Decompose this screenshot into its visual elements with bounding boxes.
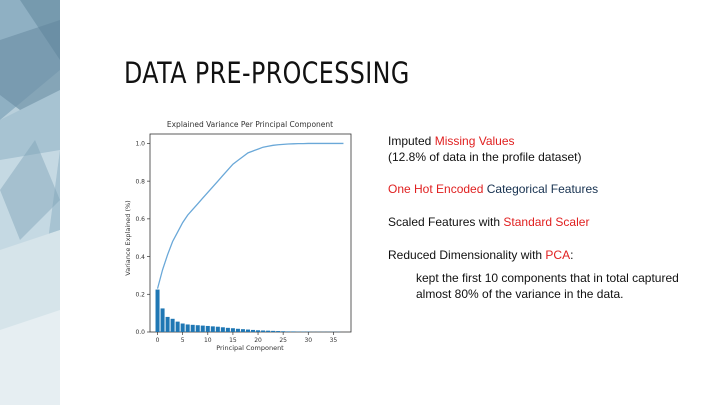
variance-bar [190, 324, 195, 332]
categorical-features-text: Categorical Features [483, 182, 599, 196]
y-tick-label: 1.0 [135, 141, 145, 148]
variance-bar [235, 328, 240, 332]
variance-bar [276, 331, 281, 332]
bullet-text: Scaled Features with [388, 215, 504, 229]
pca-detail-line-2: almost 80% of the variance in the data. [416, 287, 624, 301]
chart-xlabel: Principal Component [216, 344, 284, 352]
variance-bar [245, 329, 250, 332]
variance-bar [155, 289, 160, 332]
slide-title: DATA PRE-PROCESSING [124, 56, 410, 90]
y-tick-label: 0.2 [135, 291, 145, 298]
bullet-imputed-detail: (12.8% of data in the profile dataset) [388, 150, 582, 164]
cumulative-variance-line [156, 142, 344, 289]
variance-bar [251, 329, 256, 332]
variance-bar [271, 330, 276, 332]
bullet-one-hot: One Hot Encoded Categorical Features [388, 181, 708, 197]
y-tick-label: 0.0 [135, 329, 145, 336]
bullet-list: Imputed Missing Values (12.8% of data in… [388, 133, 708, 302]
variance-bar [165, 316, 170, 332]
variance-bar [281, 331, 286, 332]
x-tick-label: 5 [181, 337, 185, 344]
bullet-pca: Reduced Dimensionality with PCA: [388, 247, 708, 263]
bullet-imputed: Imputed Missing Values [388, 133, 708, 149]
y-tick-label: 0.6 [135, 216, 145, 223]
x-tick-label: 15 [229, 337, 237, 344]
x-tick-label: 10 [204, 337, 212, 344]
bullet-text: Reduced Dimensionality with [388, 248, 546, 262]
bullet-colon: : [570, 248, 574, 262]
x-tick-label: 0 [156, 337, 160, 344]
variance-bar [205, 325, 210, 332]
variance-bar [291, 331, 296, 332]
variance-bar [180, 323, 185, 332]
x-tick-label: 35 [330, 337, 338, 344]
variance-bar [256, 330, 261, 332]
decorative-side-pattern [0, 0, 60, 405]
missing-values-highlight: Missing Values [434, 134, 515, 148]
variance-bar [215, 326, 220, 332]
variance-bar [160, 308, 165, 332]
pca-variance-chart: Explained Variance Per Principal Compone… [124, 120, 352, 352]
variance-bar [230, 328, 235, 332]
chart-ylabel: Variance Explained (%) [124, 200, 132, 275]
variance-bar [170, 318, 175, 332]
y-tick-label: 0.4 [135, 254, 145, 261]
plot-frame [149, 133, 352, 333]
chart-title: Explained Variance Per Principal Compone… [167, 120, 333, 129]
variance-bar [195, 325, 200, 332]
y-tick-label: 0.8 [135, 178, 145, 185]
variance-bar [286, 331, 291, 332]
variance-bar [261, 330, 266, 332]
variance-bar [210, 326, 215, 332]
variance-bar [225, 327, 230, 332]
variance-bar [266, 330, 271, 332]
variance-bar [240, 329, 245, 332]
variance-bar [220, 327, 225, 332]
variance-bar [200, 325, 205, 332]
variance-bar [175, 321, 180, 332]
bullet-scaled: Scaled Features with Standard Scaler [388, 214, 708, 230]
standard-scaler-highlight: Standard Scaler [503, 215, 590, 229]
variance-bar [185, 324, 190, 332]
pca-detail-line-1: kept the first 10 components that in tot… [416, 271, 679, 285]
pca-highlight: PCA [545, 248, 571, 262]
bullet-text: Imputed [388, 134, 435, 148]
x-tick-label: 20 [254, 337, 262, 344]
x-tick-label: 25 [279, 337, 287, 344]
x-tick-label: 30 [304, 337, 312, 344]
one-hot-highlight: One Hot Encoded [388, 182, 484, 196]
